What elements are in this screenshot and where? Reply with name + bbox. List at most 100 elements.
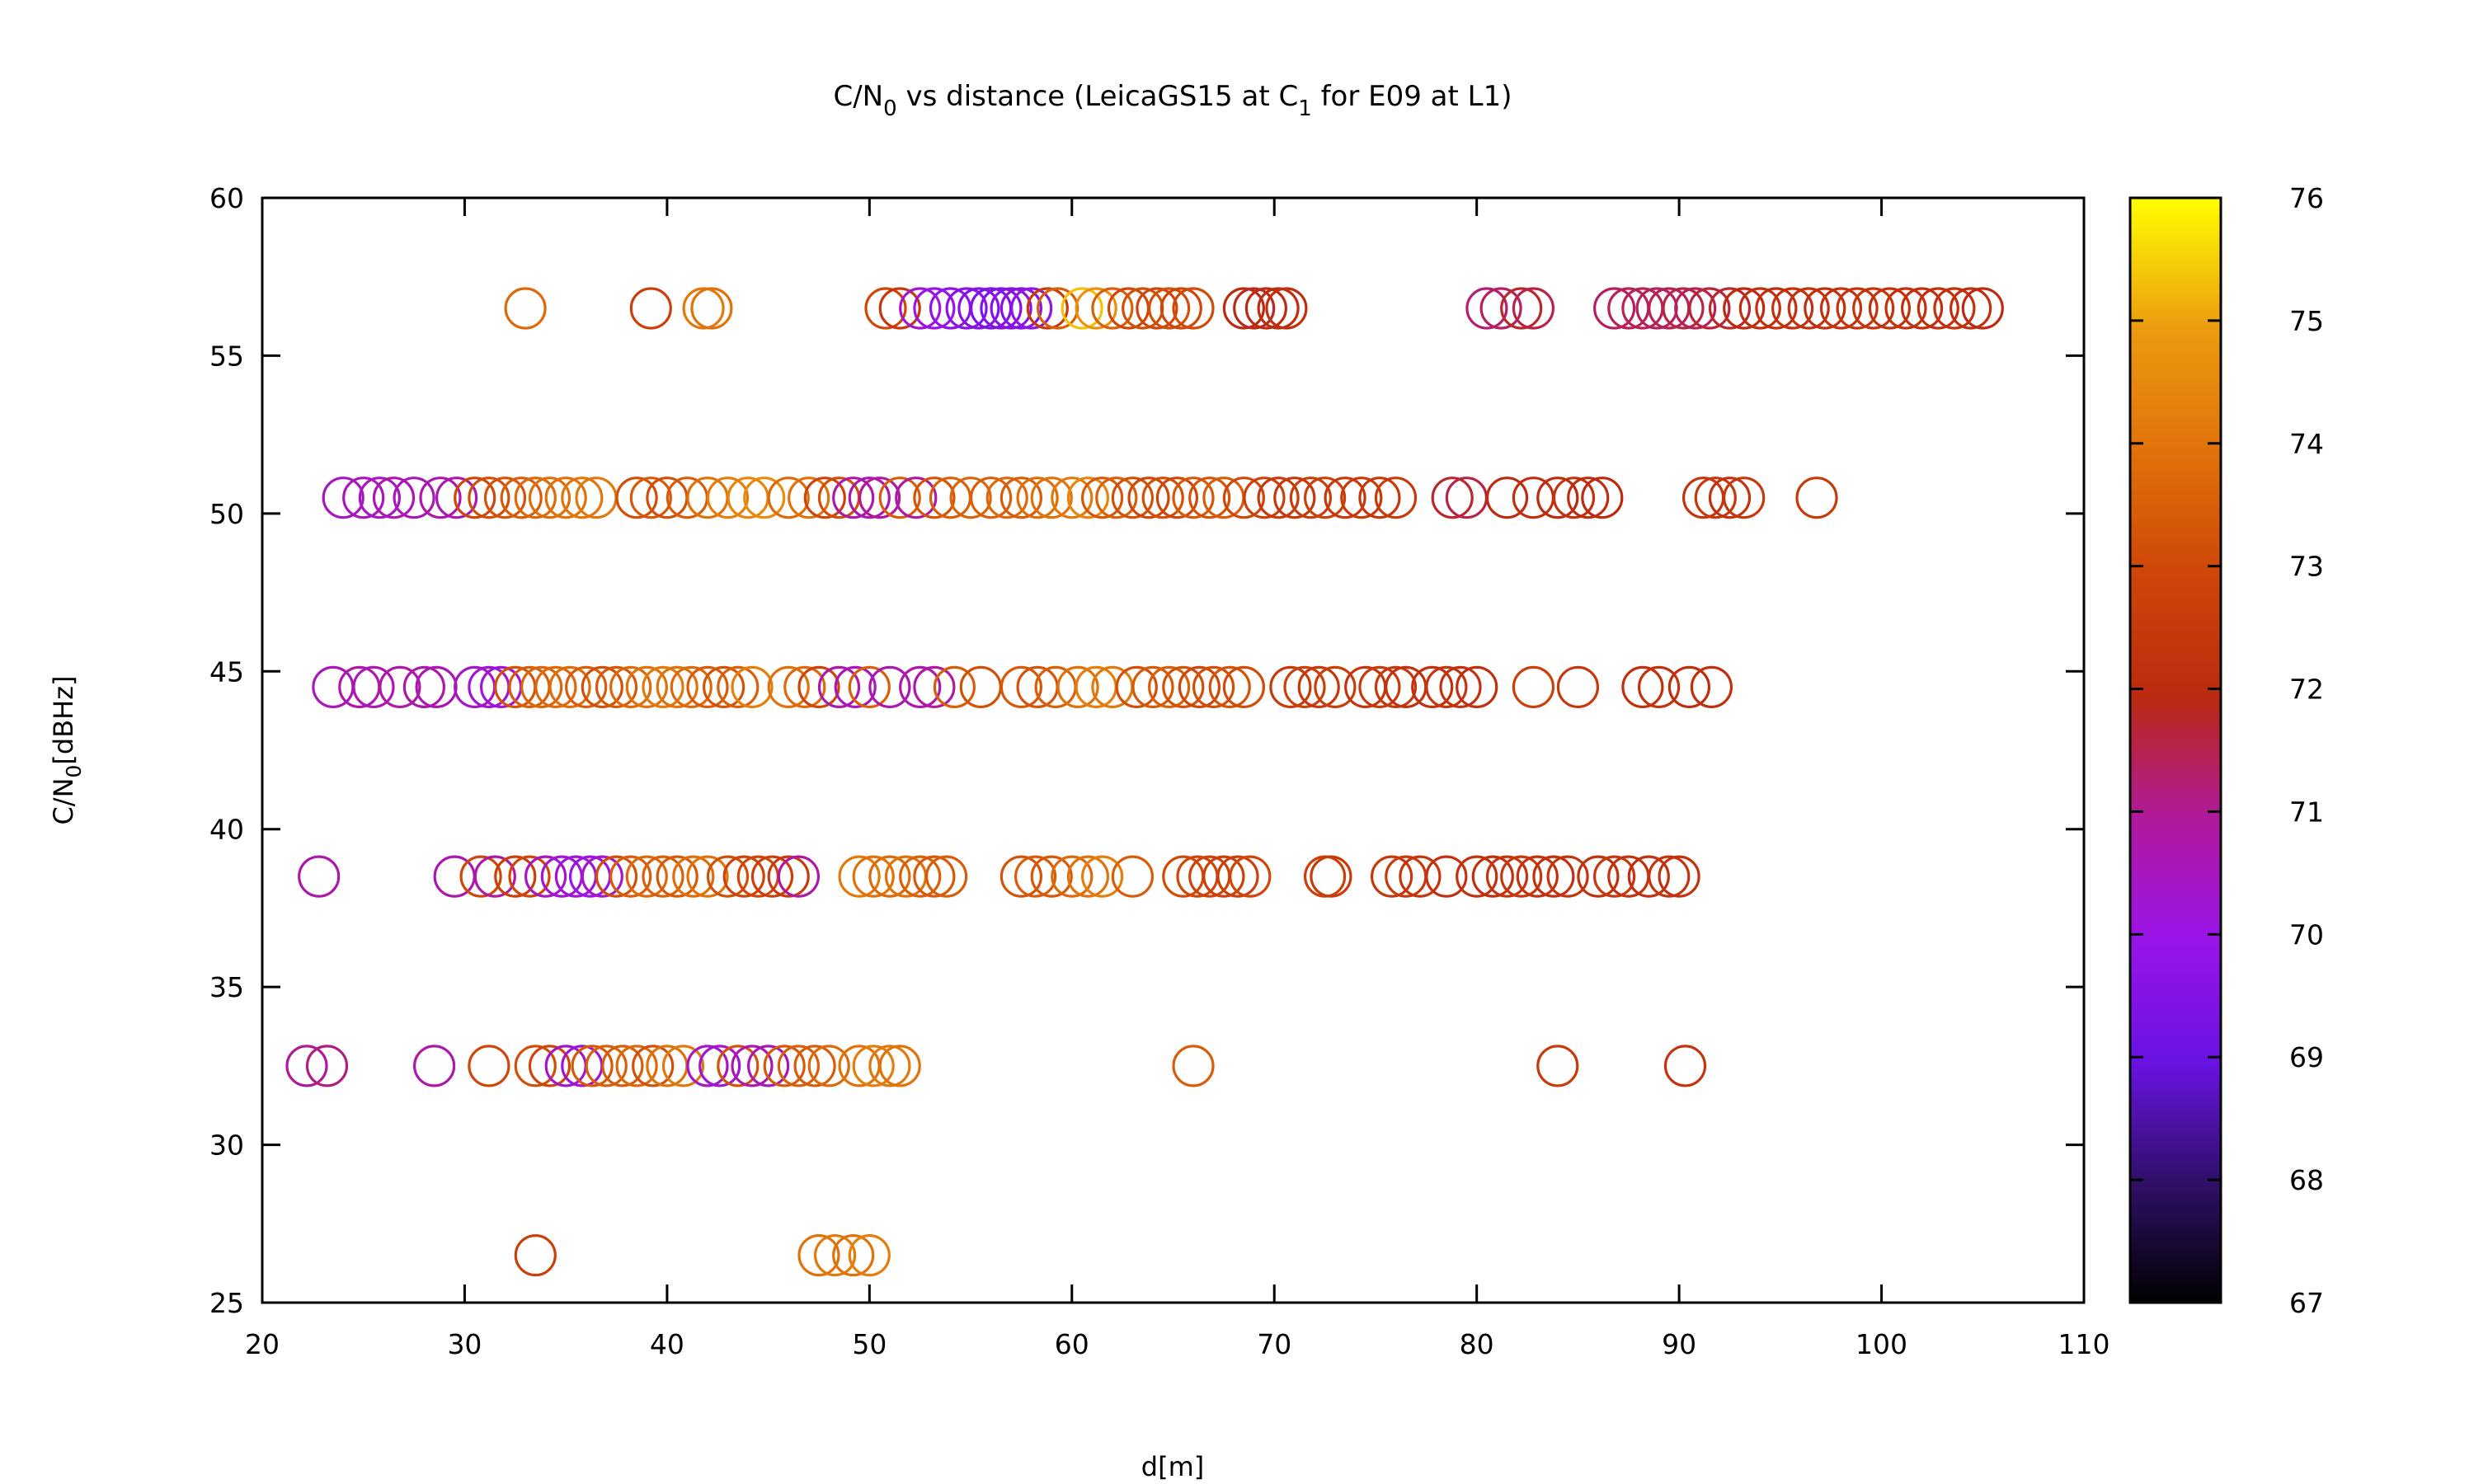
data-point <box>1884 287 1927 330</box>
data-point <box>1080 477 1124 519</box>
data-point <box>1257 287 1300 330</box>
chart-title: C/N0 vs distance (LeicaGS15 at C1 for E0… <box>833 80 1512 121</box>
y-tick-label: 30 <box>209 1129 244 1162</box>
data-point <box>868 665 911 709</box>
data-point <box>1111 855 1155 898</box>
data-point <box>1208 665 1251 709</box>
data-point <box>838 855 881 898</box>
data-point <box>848 1233 891 1277</box>
data-point <box>1795 477 1838 519</box>
data-point <box>1439 665 1482 709</box>
data-point <box>1178 665 1221 709</box>
data-point <box>1723 477 1766 519</box>
data-point <box>1411 665 1454 709</box>
data-point <box>1310 855 1352 898</box>
data-point <box>1532 855 1575 898</box>
data-point <box>1222 287 1266 330</box>
data-point <box>1804 287 1846 330</box>
data-point <box>1512 665 1555 709</box>
data-point <box>1917 287 1959 330</box>
colorbar-tick-label: 70 <box>2289 918 2324 951</box>
data-point <box>1036 287 1079 330</box>
data-point <box>642 665 684 709</box>
data-point <box>1787 287 1830 330</box>
data-point <box>1115 665 1158 709</box>
data-point <box>1229 855 1272 898</box>
data-point <box>985 477 1028 519</box>
data-point <box>358 477 401 519</box>
data-point <box>1016 665 1059 709</box>
data-point <box>706 855 750 898</box>
data-point <box>1269 665 1312 709</box>
data-point <box>945 287 988 330</box>
data-point <box>1051 477 1094 519</box>
colorbar-tick-label: 72 <box>2289 674 2324 706</box>
data-point <box>1581 477 1624 519</box>
data-point <box>878 287 921 330</box>
data-point <box>1131 665 1174 709</box>
data-point <box>1127 477 1170 519</box>
data-point <box>999 665 1043 709</box>
data-point <box>1694 477 1737 519</box>
data-point <box>1289 477 1333 519</box>
data-point <box>1141 477 1184 519</box>
data-point <box>913 855 956 898</box>
data-point <box>1147 287 1191 330</box>
x-tick-label: 40 <box>650 1328 684 1360</box>
data-point <box>878 1045 921 1087</box>
data-point <box>807 1045 850 1087</box>
data-point <box>1399 855 1442 898</box>
data-point <box>864 287 907 330</box>
data-point <box>682 287 725 330</box>
data-point <box>750 855 794 898</box>
data-point <box>595 855 638 898</box>
data-point <box>858 477 901 519</box>
data-point <box>609 665 652 709</box>
data-point <box>571 1045 614 1087</box>
data-point <box>913 665 956 709</box>
data-point <box>1091 287 1134 330</box>
x-tick-label: 70 <box>1257 1328 1291 1360</box>
data-point <box>702 665 745 709</box>
data-point <box>1155 477 1199 519</box>
data-point <box>1061 287 1103 330</box>
data-point <box>1658 855 1700 898</box>
data-point <box>777 855 821 898</box>
data-point <box>797 1233 840 1277</box>
data-point <box>1771 287 1814 330</box>
data-point <box>1592 855 1636 898</box>
data-point <box>1950 287 1992 330</box>
data-point <box>1030 855 1073 898</box>
data-point <box>419 477 462 519</box>
data-point <box>1192 665 1235 709</box>
data-point <box>1222 477 1266 519</box>
data-point <box>1961 287 2004 330</box>
data-point <box>629 287 672 330</box>
data-point <box>1536 1045 1579 1087</box>
y-tick-label: 40 <box>209 814 244 846</box>
data-point <box>1172 287 1215 330</box>
data-point <box>1257 477 1300 519</box>
data-point <box>1471 855 1514 898</box>
data-point <box>1500 855 1543 898</box>
data-point <box>1324 477 1366 519</box>
data-point <box>520 665 563 709</box>
data-point <box>1738 287 1781 330</box>
data-point <box>1500 287 1543 330</box>
data-point <box>500 477 543 519</box>
data-point <box>1456 665 1498 709</box>
x-tick-label: 100 <box>1856 1328 1907 1360</box>
x-axis-label: d[m] <box>1141 1451 1204 1482</box>
y-tick-label: 45 <box>209 655 244 688</box>
data-point <box>1536 477 1579 519</box>
colorbar-tick-label: 68 <box>2289 1164 2324 1196</box>
data-point <box>514 1045 557 1087</box>
plot-frame <box>261 196 2086 1304</box>
data-point <box>731 1045 774 1087</box>
colorbar-tick-label: 73 <box>2289 551 2324 583</box>
y-tick-label: 35 <box>209 971 244 1003</box>
data-point <box>1016 477 1059 519</box>
data-point <box>1075 287 1117 330</box>
data-point <box>924 855 968 898</box>
data-point <box>514 477 557 519</box>
